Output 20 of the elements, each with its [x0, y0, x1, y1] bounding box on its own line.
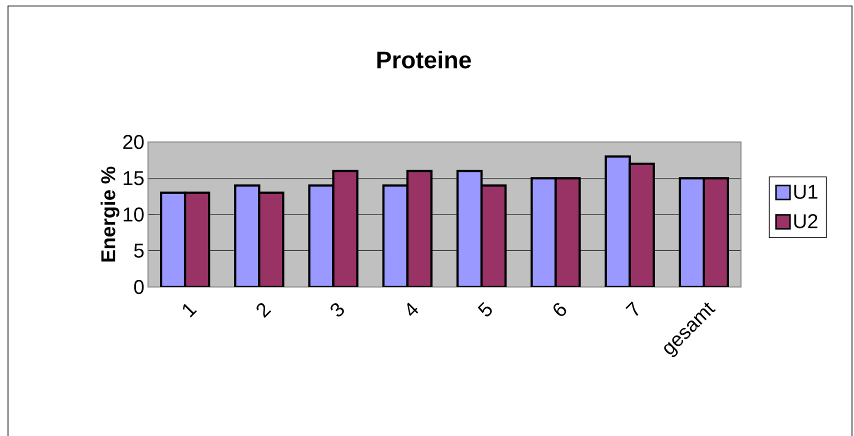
bar	[458, 170, 482, 287]
x-tick-label: 1	[182, 304, 197, 318]
y-tick-label: 0	[134, 280, 144, 294]
y-tick-label: 5	[134, 244, 144, 258]
bar	[482, 185, 506, 287]
y-tick-label: 15	[124, 171, 144, 186]
chart-title: Proteine	[377, 50, 471, 68]
legend-label: U1	[794, 184, 818, 199]
bar	[383, 185, 408, 287]
y-tick-label: 10	[124, 207, 144, 222]
x-tick-label: 5	[478, 302, 492, 316]
x-tick-label: 6	[554, 303, 566, 316]
x-tick-label: 3	[330, 303, 344, 316]
y-tick-label: 20	[123, 134, 144, 150]
x-tick-label: 4	[407, 302, 418, 316]
bar	[407, 170, 432, 287]
x-tick-label: 2	[256, 303, 272, 318]
legend-label: U2	[794, 214, 818, 228]
x-tick-label: 7	[625, 302, 638, 316]
y-axis-title: Energie %	[100, 166, 120, 262]
